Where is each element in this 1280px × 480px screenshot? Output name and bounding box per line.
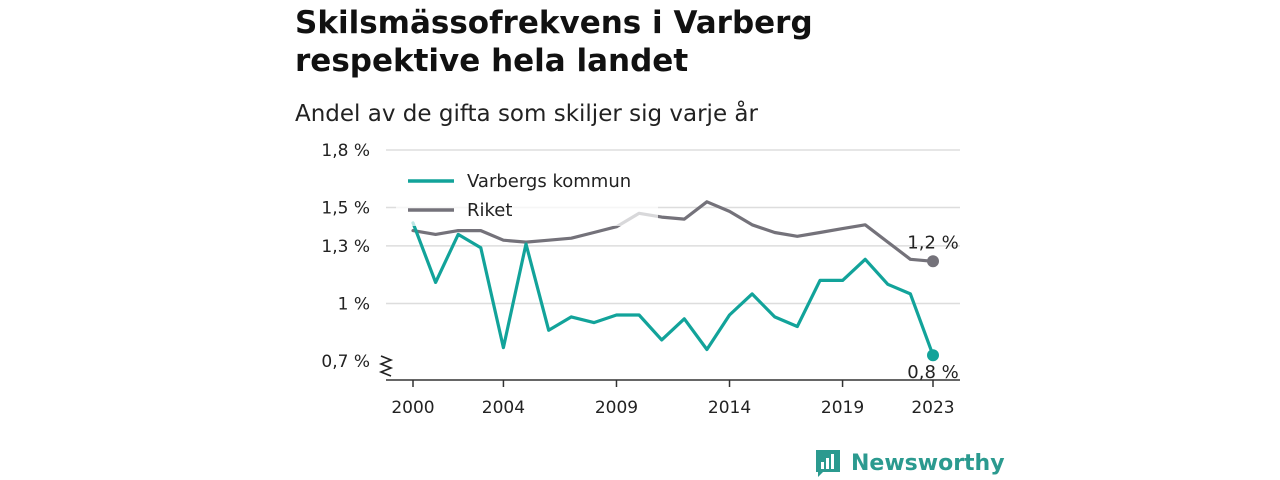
series-line-0 (411, 221, 935, 357)
legend-label-0: Varbergs kommun (467, 171, 631, 192)
chart-title: Skilsmässofrekvens i Varberg respektive … (295, 5, 813, 79)
series-end-point-1 (927, 255, 939, 268)
x-tick-label: 2014 (708, 398, 751, 418)
x-tick-label: 2019 (821, 398, 864, 418)
series-lines (411, 200, 939, 362)
axis-break-icon (378, 355, 394, 377)
y-tick-label: 1,8 % (321, 141, 370, 161)
x-tick-label: 2009 (595, 398, 638, 418)
series-line-1 (411, 200, 935, 263)
y-tick-label: 0,7 % (321, 352, 370, 372)
legend: Varbergs kommun Riket (396, 164, 658, 226)
x-tick-label: 2000 (391, 398, 434, 418)
chart-subtitle: Andel av de gifta som skiljer sig varje … (295, 101, 758, 127)
legend-background (396, 164, 658, 226)
x-tick-label: 2023 (911, 398, 954, 418)
y-tick-label: 1 % (338, 294, 370, 314)
x-tick-label: 2004 (482, 398, 525, 418)
end-labels: 0,8 % 1,2 % (907, 232, 958, 383)
brand-logo: Newsworthy (814, 446, 1005, 480)
y-tick-label: 1,5 % (321, 199, 370, 219)
y-tick-label: 1,3 % (321, 237, 370, 257)
newsworthy-logo-icon (816, 450, 840, 477)
series-end-point-0 (927, 349, 939, 362)
legend-label-1: Riket (467, 200, 512, 221)
end-label-0: 0,8 % (907, 362, 958, 383)
axis-break-zigzag (378, 355, 394, 377)
brand-name: Newsworthy (851, 450, 1005, 476)
end-label-1: 1,2 % (907, 232, 958, 253)
y-axis-ticks: 0,7 % 1 % 1,3 % 1,5 % 1,8 % (321, 141, 370, 372)
x-axis: 2000 2004 2009 2014 2019 2023 (386, 379, 960, 418)
